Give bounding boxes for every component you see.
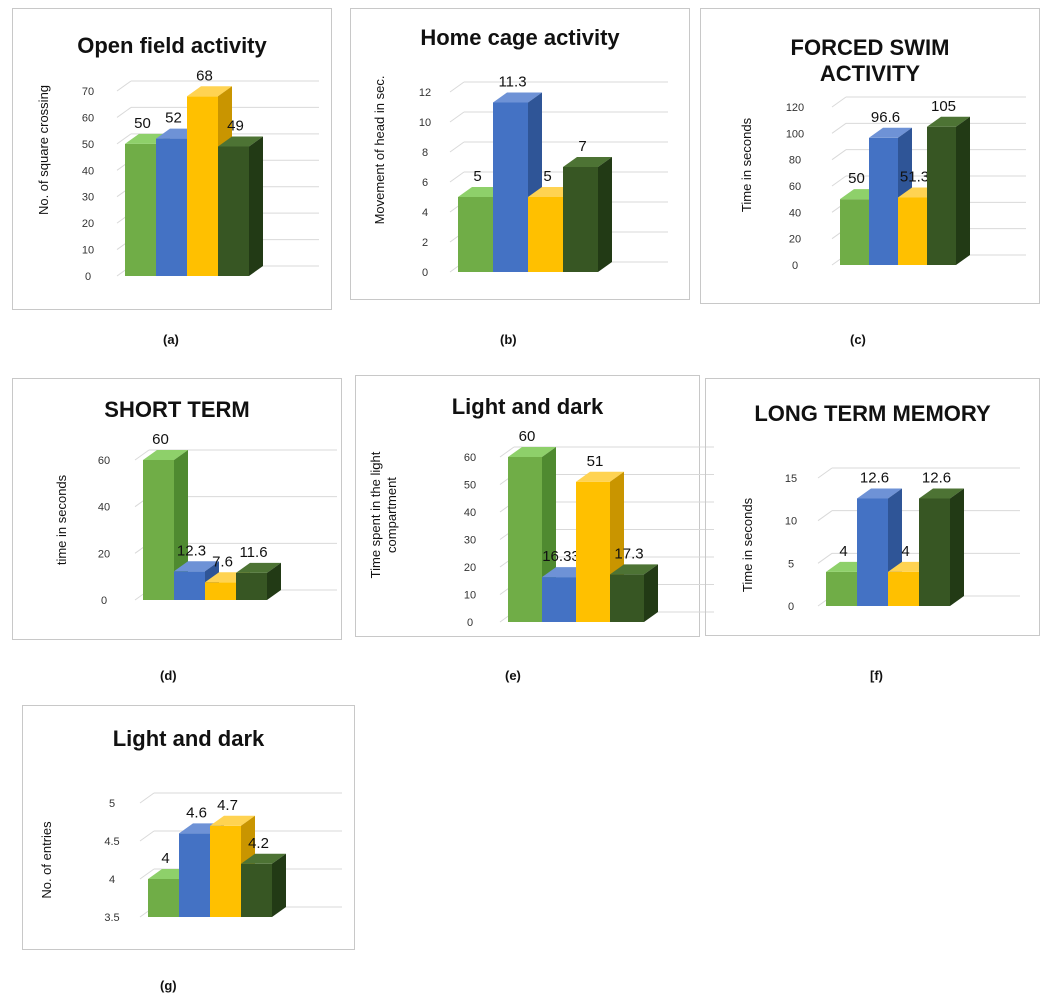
panel-label: (d) [160,668,177,683]
panel-label: (a) [163,332,179,347]
panel-label: (g) [160,978,177,993]
y-axis-label: Time in seconds [739,117,754,213]
y-axis-label: Movement of head in sec. [372,75,387,225]
chart-panel-e: Light and dark [355,375,700,637]
panel-label: (e) [505,668,521,683]
y-axis-label: No. of square crossing [36,84,51,216]
y-axis-label: Time in seconds [740,497,755,593]
panel-label: (c) [850,332,866,347]
chart-title: SHORT TERM [104,397,250,422]
chart-title: Light and dark [451,394,604,419]
y-axis-label: No. of entries [39,821,54,899]
panel-label: (b) [500,332,517,347]
chart-panel-g: Light and dark [22,705,355,950]
chart-title: LONG TERM MEMORY [754,401,991,426]
chart-title: Open field activity [77,33,267,58]
chart-title: Home cage activity [420,25,620,50]
chart-panel-b: Home cage activity [350,8,690,300]
chart-panel-c: FORCED SWIM ACTIVITY [700,8,1040,304]
chart-panel-d: SHORT TERM [12,378,342,640]
chart-panel-a: Open field activity [12,8,332,310]
y-axis-label: time in seconds [54,474,69,566]
panel-label: [f) [870,668,883,683]
y-axis-label: Time spent in the light compartment [368,451,399,579]
chart-panel-f: LONG TERM MEMORY [705,378,1040,636]
chart-title: Light and dark [112,726,265,751]
chart-title: FORCED SWIM ACTIVITY [790,35,950,86]
